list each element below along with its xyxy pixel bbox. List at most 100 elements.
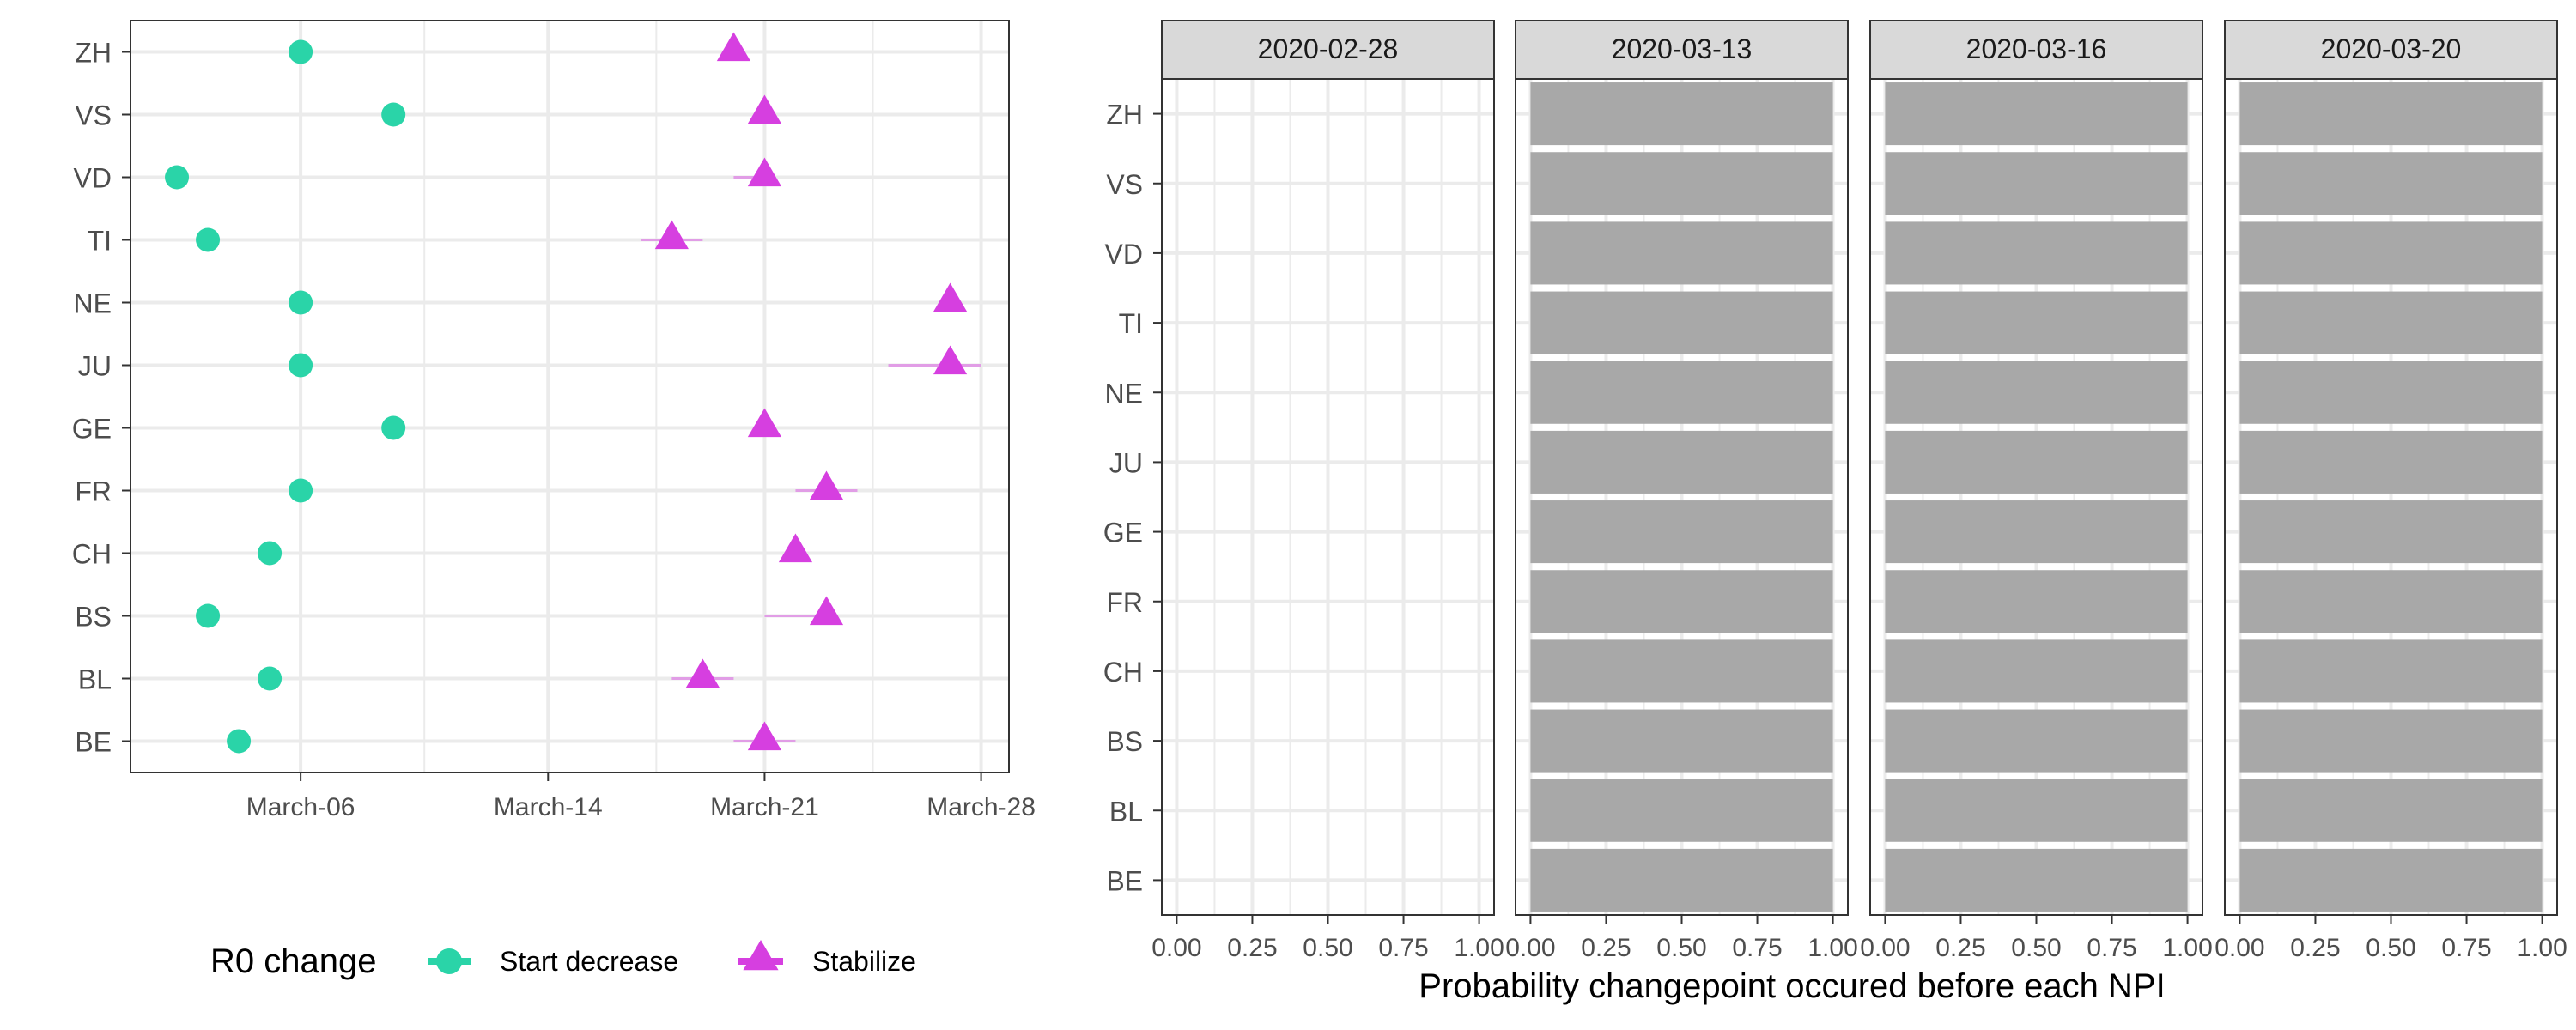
stabilize-point xyxy=(716,32,751,62)
probability-bar xyxy=(1530,152,1833,215)
probability-bar xyxy=(1885,82,2188,146)
probability-bar xyxy=(1530,82,1833,146)
probability-bar xyxy=(1885,779,2188,842)
probability-bar xyxy=(1530,500,1833,564)
probability-bar xyxy=(2239,221,2543,285)
x-tick-label: 0.75 xyxy=(1732,934,1782,962)
start-decrease-point xyxy=(196,603,221,628)
x-tick-label: 0.75 xyxy=(2087,934,2136,962)
start-decrease-point xyxy=(289,478,313,503)
legend-label-start: Start decrease xyxy=(500,946,678,977)
x-tick-label: March-14 xyxy=(494,793,603,821)
x-tick-label: 0.25 xyxy=(1581,934,1631,962)
stabilize-point xyxy=(747,94,782,124)
x-tick-label: 0.00 xyxy=(1151,934,1201,962)
probability-bar xyxy=(2239,639,2543,703)
x-tick-label: 0.50 xyxy=(1656,934,1706,962)
y-tick-label: NE xyxy=(74,288,112,319)
y-tick-label: VD xyxy=(74,163,112,194)
x-tick-label: 0.25 xyxy=(1227,934,1277,962)
probability-bar xyxy=(2239,360,2543,424)
x-tick-label: March-28 xyxy=(927,793,1036,821)
stabilize-point xyxy=(933,282,968,312)
legend-key-start-icon xyxy=(436,948,462,974)
facet-strip-label: 2020-03-20 xyxy=(2321,33,2462,64)
start-decrease-point xyxy=(165,165,190,190)
probability-bar xyxy=(1530,709,1833,772)
y-tick-label: NE xyxy=(1105,378,1143,409)
facet-strip-label: 2020-03-13 xyxy=(1612,33,1753,64)
probability-bar xyxy=(1885,152,2188,215)
x-tick-label: 1.00 xyxy=(1807,934,1857,962)
facet-strip-label: 2020-03-16 xyxy=(1966,33,2107,64)
facet-strip-label: 2020-02-28 xyxy=(1258,33,1399,64)
stabilize-point xyxy=(654,220,689,250)
y-tick-label: GE xyxy=(1103,518,1143,548)
y-tick-label: BL xyxy=(1109,796,1143,827)
x-tick-label: 0.50 xyxy=(2011,934,2061,962)
start-decrease-point xyxy=(381,102,406,127)
legend-key-stabilize-icon xyxy=(743,940,779,971)
x-tick-label: 0.00 xyxy=(1505,934,1555,962)
x-tick-label: 0.25 xyxy=(2290,934,2340,962)
facet-strip xyxy=(1869,20,2203,80)
probability-bar xyxy=(1530,639,1833,703)
y-tick-label: TI xyxy=(1119,308,1143,339)
y-tick-label: GE xyxy=(72,414,112,445)
probability-bar xyxy=(2239,570,2543,633)
x-tick-label: 1.00 xyxy=(2517,934,2567,962)
stabilize-point xyxy=(747,721,782,751)
probability-bar xyxy=(1530,570,1833,633)
probability-bar xyxy=(2239,291,2543,354)
y-tick-label: BE xyxy=(1106,865,1143,896)
x-tick-label: 0.50 xyxy=(2366,934,2415,962)
start-decrease-point xyxy=(196,227,221,252)
start-decrease-point xyxy=(258,666,283,691)
x-tick-label: 0.25 xyxy=(1935,934,1985,962)
probability-bar xyxy=(2239,82,2543,146)
probability-bar xyxy=(2239,709,2543,772)
facet-panel: 2020-03-16 0.00 0.25 0.50 0.75 1.00 xyxy=(1860,20,2213,962)
y-tick-label: TI xyxy=(88,226,112,257)
facet-panel: 2020-03-20 0.00 0.25 0.50 0.75 1.00 xyxy=(2215,20,2567,962)
x-tick-label: 0.75 xyxy=(1378,934,1428,962)
probability-bar xyxy=(1885,430,2188,494)
probability-bar xyxy=(1885,639,2188,703)
x-tick-label: 1.00 xyxy=(2162,934,2212,962)
probability-bar xyxy=(1885,291,2188,354)
facet-strip xyxy=(2224,20,2558,80)
start-decrease-point xyxy=(227,729,252,754)
probability-bar xyxy=(2239,500,2543,564)
facet-panel: 2020-02-28 0.00 0.25 0.50 0.75 1.00 xyxy=(1151,20,1504,962)
x-tick-label: 0.50 xyxy=(1303,934,1352,962)
facet-strip xyxy=(1515,20,1849,80)
probability-bar xyxy=(2239,152,2543,215)
scatter-panel: ZH VS VD TI NE JU GE FR CH BS BL BE March-06 March-14… xyxy=(72,20,1036,821)
stabilize-point xyxy=(933,345,968,375)
plot-border xyxy=(130,20,1010,773)
y-tick-label: ZH xyxy=(75,38,112,69)
probability-bar xyxy=(1530,430,1833,494)
y-tick-label: VS xyxy=(75,100,112,131)
legend: R0 change Start decrease Stabilize xyxy=(210,940,916,980)
stabilize-point xyxy=(747,157,782,187)
x-tick-label: March-21 xyxy=(710,793,819,821)
probability-bar xyxy=(1530,291,1833,354)
stabilize-point xyxy=(778,533,813,563)
y-tick-label: FR xyxy=(75,476,112,507)
probability-bar xyxy=(2239,779,2543,842)
probability-bar xyxy=(1885,360,2188,424)
y-tick-label: BL xyxy=(78,664,112,695)
y-tick-label: VS xyxy=(1106,169,1143,200)
y-tick-label: BS xyxy=(1106,726,1143,757)
y-tick-label: ZH xyxy=(1106,100,1143,130)
facet-x-axis-label: Probability changepoint occured before e… xyxy=(1419,967,2165,1005)
y-tick-label: VD xyxy=(1105,239,1143,270)
facet-strip xyxy=(1161,20,1495,80)
y-tick-label: FR xyxy=(1106,587,1143,618)
legend-title: R0 change xyxy=(210,942,376,980)
start-decrease-point xyxy=(258,541,283,566)
y-tick-label: JU xyxy=(78,351,112,382)
start-decrease-point xyxy=(381,415,406,440)
